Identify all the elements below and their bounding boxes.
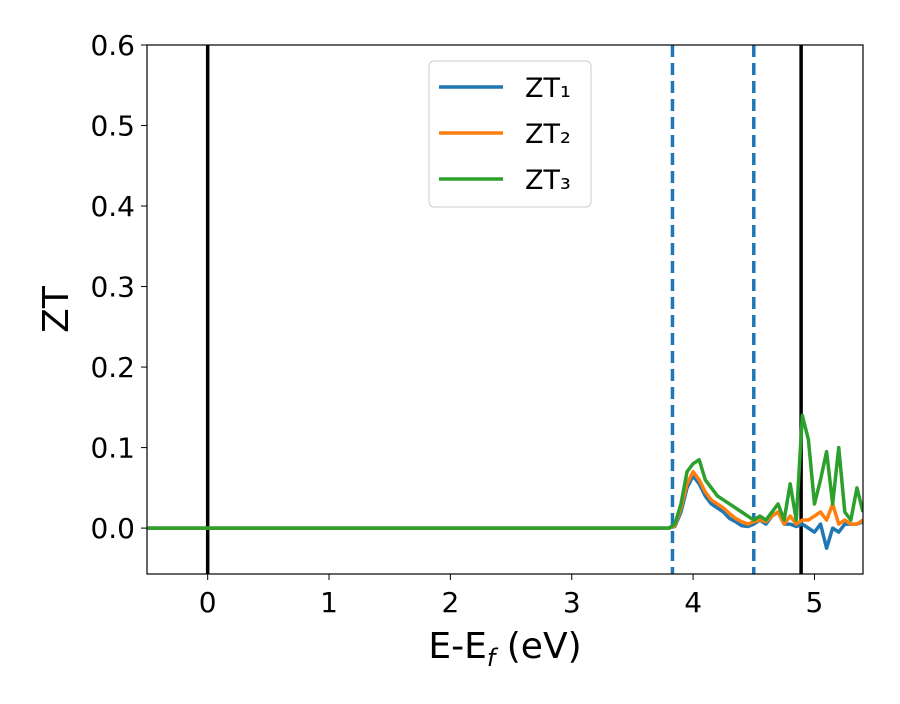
x-tick-label: 3: [563, 586, 581, 619]
x-tick-label: 4: [684, 586, 702, 619]
y-tick-label: 0.6: [90, 29, 135, 62]
plot-frame: [146, 44, 864, 575]
x-tick-label: 1: [320, 586, 338, 619]
x-axis-label-part: E-E: [428, 626, 486, 667]
legend-label: ZT₂: [525, 119, 571, 150]
y-tick-label: 0.1: [90, 432, 135, 465]
series-line: [147, 413, 863, 530]
plot-area: [147, 45, 863, 574]
x-tick-label: 5: [806, 586, 824, 619]
y-tick-label: 0.2: [90, 351, 135, 384]
x-axis-label: E-Ef (eV): [428, 626, 581, 672]
x-axis-label-part: (eV): [495, 626, 581, 667]
y-tick-label: 0.3: [90, 271, 135, 304]
y-tick-label: 0.5: [90, 110, 135, 143]
legend-box: [428, 60, 592, 208]
legend-label: ZT₁: [525, 73, 571, 104]
series-line: [147, 469, 863, 530]
x-tick-label: 0: [199, 586, 217, 619]
legend-label: ZT₃: [525, 165, 571, 196]
y-axis-label: ZT: [36, 285, 77, 333]
y-tick-label: 0.0: [90, 512, 135, 545]
series-line: [147, 474, 863, 550]
x-tick-label: 2: [441, 586, 459, 619]
y-tick-label: 0.4: [90, 190, 135, 223]
